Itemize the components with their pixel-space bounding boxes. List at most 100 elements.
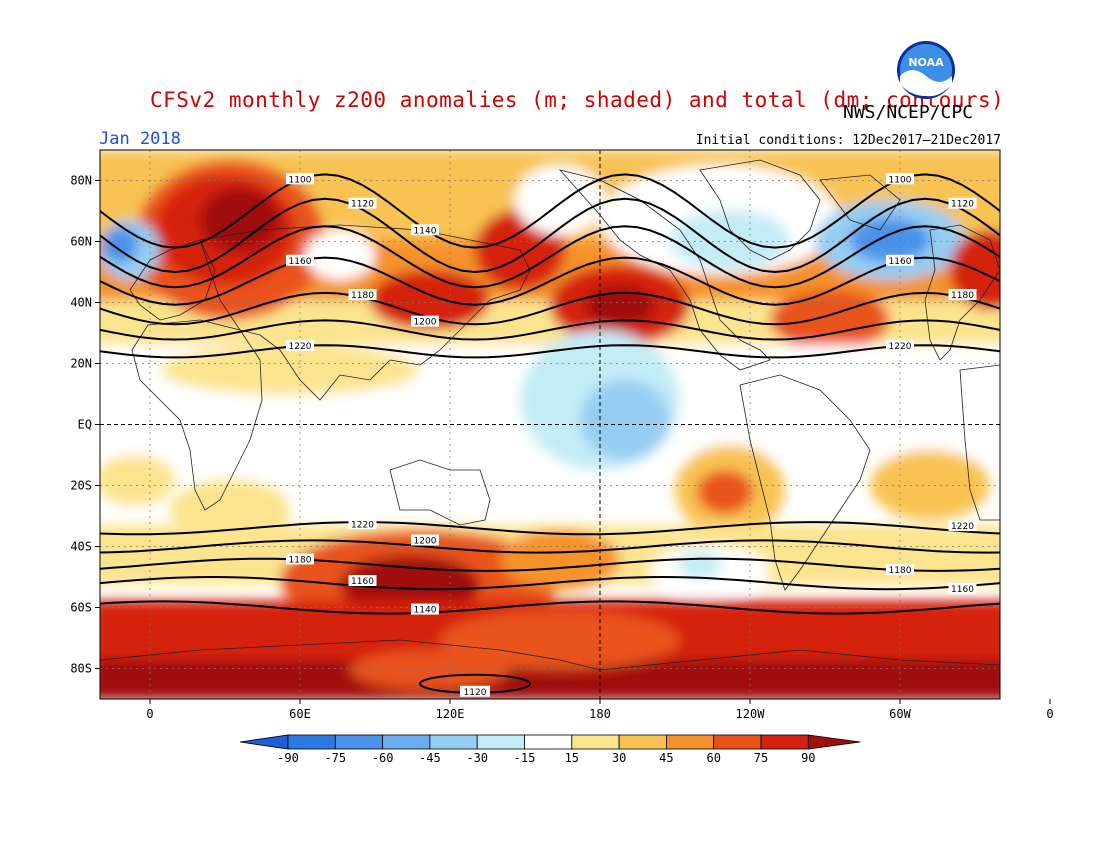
contour-line [100,344,1000,359]
contour-line [100,256,1000,306]
contour-label: 1100 [289,175,312,185]
contour-label: 1120 [351,200,374,210]
contour-label: 1220 [289,342,312,352]
contour-label: 1220 [351,520,374,530]
contour-label-box [286,254,314,266]
contour-label-box [411,603,439,615]
legend-tick-label: -60 [372,751,394,765]
contour-label-box [948,197,977,209]
coastlines [100,159,1000,671]
initial-conditions: Initial conditions: 12Dec2017–21Dec2017 [695,133,1001,148]
legend-swatch [618,734,667,750]
lon-tick-label: 0 [1046,707,1053,721]
contour-line [100,539,1000,554]
noaa-logo-icon: NOAA [897,41,955,99]
chart-title: CFSv2 monthly z200 anomalies (m; shaded)… [150,88,1005,112]
contour-line [100,319,1000,341]
contour-line [100,575,1000,591]
legend-swatch [666,734,715,750]
lat-tick-label: 20S [70,479,92,493]
legend-tick-label: -30 [466,751,488,765]
legend-tick-label: -45 [419,751,441,765]
contour-line [100,197,1000,274]
lat-tick-label: 60S [70,601,92,615]
contour-label: 1180 [889,566,912,576]
legend-swatch [571,734,620,750]
contour-label: 1220 [951,522,974,532]
contour-label-box [460,685,490,697]
contour-label: 1180 [351,291,374,301]
legend-swatch [760,734,809,750]
lon-tick-label: 0 [146,707,153,721]
legend-swatch [713,734,762,750]
lat-tick-label: 80S [70,662,92,676]
contour-label-box [286,553,314,565]
contour-label: 1100 [889,175,912,185]
legend-swatch [334,734,383,750]
legend-arrow-right [807,734,861,750]
contour-label: 1140 [414,226,437,236]
contour-label: 1160 [289,257,312,267]
contour-line [100,173,1000,249]
lon-tick-label: 60W [889,707,911,721]
contour-label: 1180 [289,556,312,566]
contour-label-box [348,289,377,301]
contour-label-box [948,289,977,301]
contour-line [100,225,1000,289]
lat-tick-label: 60N [70,235,92,249]
contour-label: 1200 [414,536,437,546]
legend-tick-label: 45 [659,751,673,765]
contour-label-box [348,518,377,530]
contour-label: 1160 [951,585,974,595]
legend-swatch [524,734,573,750]
contour-label-box [948,520,977,532]
contour-label-box [411,534,439,546]
lon-tick-label: 120E [436,707,465,721]
contour-label-box [348,575,377,587]
contour-label: 1120 [464,688,487,698]
lat-tick-label: 40S [70,540,92,554]
legend-swatch [429,734,478,750]
lat-tick-label: 20N [70,357,92,371]
map-axes: 80N 60N 40N 20N EQ 20S 40S 60S 80S 0 60E 120E 180 120… [70,174,1053,722]
legend-tick-label: 90 [801,751,815,765]
map-graticule [100,150,1000,699]
legend-tick-label: -90 [277,751,299,765]
contour-label-box [411,315,439,327]
contour-label: 1120 [951,200,974,210]
lon-tick-label: 60E [289,707,311,721]
lon-tick-label: 180 [589,707,611,721]
contour-label-box [886,254,914,266]
legend-tick-label: -75 [324,751,346,765]
contour-line [100,521,1000,536]
lat-tick-label: EQ [78,418,92,432]
height-contours: 1100 1100 1120 1120 1140 1140 1160 1160 1180 1180… [100,173,1000,698]
forecast-month: Jan 2018 [99,129,181,149]
legend-tick-label: 60 [706,751,720,765]
legend-swatch [287,734,336,750]
contour-label: 1180 [951,291,974,301]
legend-tick-label: 30 [612,751,626,765]
legend-tick-label: 75 [754,751,768,765]
contour-label-box [286,340,314,352]
legend-swatch [382,734,431,750]
contour-label-box [286,173,314,185]
contour-label-box [886,564,914,576]
logo-text: NOAA [908,56,944,69]
contour-line [100,557,1000,572]
contour-label: 1160 [889,257,912,267]
contour-label: 1140 [414,606,437,616]
contour-label-box [411,224,439,236]
contour-label-box [886,340,914,352]
legend-tick-label: 15 [565,751,579,765]
contour-label-box [348,197,377,209]
legend-swatch [476,734,525,750]
agency-label: NWS/NCEP/CPC [843,102,974,123]
legend-tick-label: -15 [514,751,536,765]
legend-arrow-left [239,734,289,750]
contour-label: 1220 [889,342,912,352]
contour-label-box [948,583,977,595]
lon-tick-label: 120W [736,707,766,721]
lat-tick-label: 80N [70,174,92,188]
